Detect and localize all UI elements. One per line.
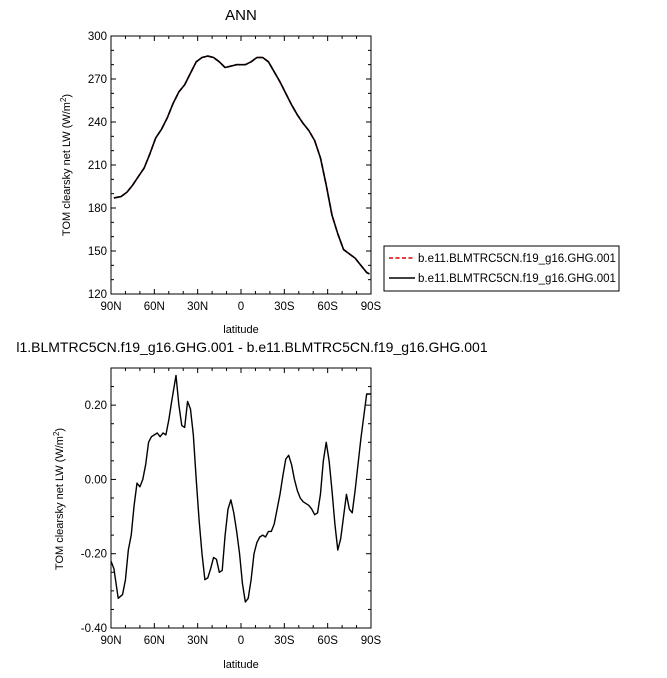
top-chart-series-line-2: [113, 55, 370, 275]
top-chart-xtick-label: 30S: [274, 301, 295, 313]
top-chart-xtick-label: 30N: [187, 301, 208, 313]
bottom-chart-xtick-label: 0: [238, 635, 244, 647]
bottom-chart-ylabel: TOM clearsky net LW (W/m2): [52, 428, 66, 570]
bottom-chart-ylabel-text: TOM clearsky net LW (W/m2): [52, 428, 66, 570]
top-chart-ylabel: TOM clearsky net LW (W/m2): [59, 94, 73, 236]
top-chart-ytick-label: 120: [88, 289, 107, 301]
top-chart-ytick-label: 180: [88, 203, 107, 215]
top-chart-xtick-label: 90S: [361, 301, 382, 313]
bottom-chart-xtick-label: 60N: [144, 635, 165, 647]
top-chart-xlabel: latitude: [223, 324, 258, 336]
top-chart-ytick-label: 210: [88, 160, 107, 172]
top-chart: ANN TOM clearsky net LW (W/m2) latitude …: [59, 7, 382, 336]
top-chart-xtick-label: 90N: [100, 301, 121, 313]
legend: b.e11.BLMTRC5CN.f19_g16.GHG.001 b.e11.BL…: [383, 245, 620, 292]
bottom-chart-xtick-label: 30N: [187, 635, 208, 647]
legend-box: [383, 245, 620, 292]
top-chart-title: ANN: [225, 7, 257, 24]
top-chart-ytick-label: 300: [88, 31, 107, 43]
top-chart-ylabel-text: TOM clearsky net LW (W/m2): [59, 94, 73, 236]
bottom-chart-ytick-label: 0.20: [85, 400, 107, 412]
bottom-chart-frame: [110, 367, 372, 629]
bottom-chart-series-line-1: [110, 374, 371, 603]
top-chart-ytick-label: 150: [88, 246, 107, 258]
top-chart-xtick-label: 60S: [317, 301, 338, 313]
bottom-chart-xtick-label: 90S: [361, 635, 382, 647]
top-chart-ylabel-end: ): [61, 94, 73, 98]
top-chart-ticks: 90N 60N 30N 0 30S 60S 90S 120 150 180 210 240 270 300: [88, 31, 382, 313]
legend-label-1: b.e11.BLMTRC5CN.f19_g16.GHG.001: [418, 253, 616, 265]
bottom-chart-ytick-label: 0.00: [85, 474, 107, 486]
top-chart-series-line-1: [113, 55, 370, 275]
bottom-chart-title: l1.BLMTRC5CN.f19_g16.GHG.001 - b.e11.BLM…: [16, 339, 488, 355]
bottom-chart-ylabel-end: ): [54, 428, 66, 432]
legend-label-2: b.e11.BLMTRC5CN.f19_g16.GHG.001: [418, 273, 616, 285]
top-chart-ylabel-main: TOM clearsky net LW (W/m: [61, 102, 73, 236]
bottom-chart-ylabel-sup: 2: [52, 431, 61, 436]
top-chart-xtick-label: 60N: [144, 301, 165, 313]
bottom-chart-ticks: 90N 60N 30N 0 30S 60S 90S -0.40 -0.20 0.00 0.20: [81, 367, 382, 647]
bottom-chart-ylabel-main: TOM clearsky net LW (W/m: [54, 436, 66, 570]
top-chart-ytick-label: 240: [88, 117, 107, 129]
top-chart-frame: [110, 35, 372, 295]
bottom-chart-ytick-label: -0.20: [81, 549, 107, 561]
top-chart-ytick-label: 270: [88, 74, 107, 86]
bottom-chart: l1.BLMTRC5CN.f19_g16.GHG.001 - b.e11.BLM…: [16, 339, 488, 671]
top-chart-ylabel-sup: 2: [59, 97, 68, 102]
bottom-chart-lines: [110, 374, 371, 603]
bottom-chart-xtick-label: 60S: [317, 635, 338, 647]
top-chart-lines: [113, 55, 370, 275]
bottom-chart-ytick-label: -0.40: [81, 623, 107, 635]
bottom-chart-xtick-label: 30S: [274, 635, 295, 647]
bottom-chart-xtick-label: 90N: [100, 635, 121, 647]
bottom-chart-xlabel: latitude: [223, 659, 258, 671]
top-chart-xtick-label: 0: [238, 301, 244, 313]
